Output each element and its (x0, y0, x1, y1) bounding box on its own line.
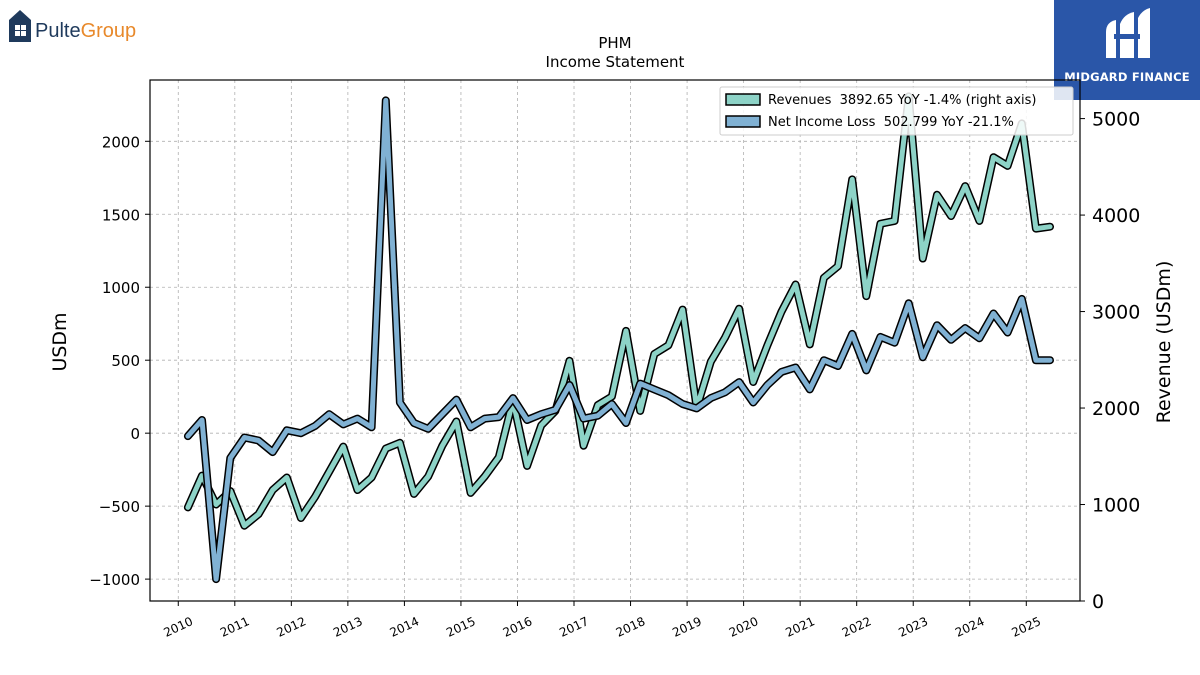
legend-label-revenues: Revenues 3892.65 YoY -1.4% (right axis) (768, 93, 1037, 108)
chart-title: PHM (598, 34, 631, 52)
y-left-tick-label: 2000 (102, 133, 140, 151)
y-right-tick-label: 2000 (1092, 398, 1140, 420)
x-tick-label: 2018 (614, 614, 648, 640)
x-tick-label: 2022 (840, 614, 874, 640)
midgard-emblem-icon (1106, 8, 1150, 58)
y-left-tick-label: −500 (99, 498, 140, 516)
y-left-tick-label: 1500 (102, 206, 140, 224)
y-right-tick-label: 4000 (1092, 205, 1140, 227)
legend-swatch-net-income (725, 115, 761, 128)
y-axis-left: −1000 −500 0 500 1000 1500 2000 (89, 133, 150, 589)
x-tick-label: 2021 (783, 614, 817, 640)
x-tick-label: 2020 (727, 614, 761, 640)
x-tick-label: 2016 (501, 614, 535, 640)
logo-text-pulte: Pulte (35, 20, 81, 42)
y-axis-right-label: Revenue (USDm) (1153, 261, 1175, 424)
x-tick-label: 2019 (670, 614, 704, 640)
y-right-tick-label: 1000 (1092, 495, 1140, 517)
legend-swatch-revenues (725, 93, 761, 106)
y-left-tick-label: 1000 (102, 279, 140, 297)
plot-frame (149, 79, 1081, 602)
legend: Revenues 3892.65 YoY -1.4% (right axis) … (719, 86, 1074, 136)
y-left-tick-label: 0 (130, 425, 140, 443)
x-tick-label: 2010 (161, 614, 195, 640)
y-right-tick-label: 3000 (1092, 302, 1140, 324)
y-right-tick-label: 5000 (1092, 109, 1140, 131)
y-right-tick-label: 0 (1092, 591, 1104, 613)
x-tick-label: 2024 (953, 614, 987, 640)
x-tick-label: 2017 (557, 614, 591, 640)
logo-text-group: Group (80, 20, 137, 42)
x-tick-label: 2011 (218, 614, 252, 640)
y-axis-right: 0 1000 2000 3000 4000 5000 (1080, 109, 1140, 613)
midgard-finance-wordmark: MIDGARD FINANCE (1064, 70, 1190, 84)
x-tick-label: 2013 (331, 614, 365, 640)
revenues-line (185, 93, 1053, 529)
x-tick-label: 2014 (388, 614, 422, 640)
house-icon (9, 10, 31, 42)
revenues-line-outline (183, 92, 1054, 530)
x-axis: 2010 2011 2012 2013 2014 2015 2016 2017 2018 2019… (161, 601, 1043, 640)
x-tick-label: 2025 (1009, 614, 1043, 640)
chart-subtitle: Income Statement (546, 53, 685, 71)
y-axis-left-label: USDm (49, 312, 71, 371)
legend-label-net-income: Net Income Loss 502.799 YoY -21.1% (768, 115, 1014, 130)
pultegroup-logo: PulteGroup (6, 6, 156, 50)
grid (150, 80, 1080, 601)
x-tick-label: 2012 (275, 614, 309, 640)
x-tick-label: 2015 (444, 614, 478, 640)
y-left-tick-label: −1000 (89, 571, 140, 589)
x-tick-label: 2023 (896, 614, 930, 640)
series-lines (183, 92, 1054, 584)
y-left-tick-label: 500 (111, 352, 140, 370)
net-income-line (185, 97, 1053, 582)
legend-box (719, 86, 1074, 136)
midgard-finance-logo: MIDGARD FINANCE (1054, 0, 1200, 100)
